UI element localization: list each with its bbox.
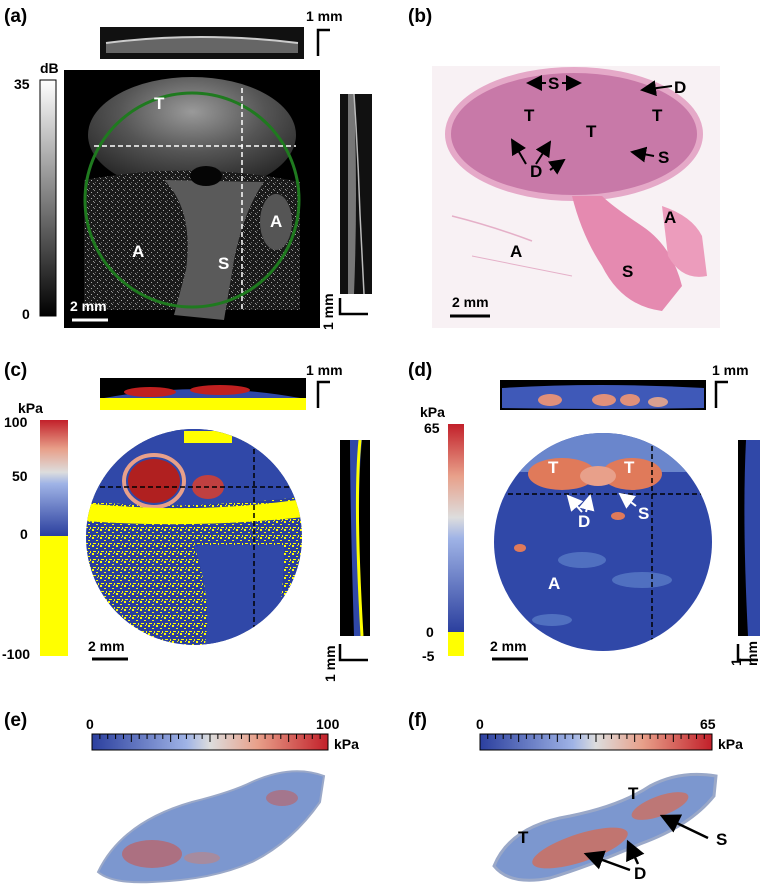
panel-f-colorbar-unit: kPa: [718, 736, 743, 752]
panel-d-scale-top-bar: [714, 380, 728, 408]
panel-b-label-d-mid: D: [530, 162, 543, 181]
panel-d-label-d: D: [578, 512, 591, 531]
panel-c-scale-bottom-label: 2 mm: [88, 638, 125, 654]
panel-e-label: (e): [4, 710, 28, 731]
panel-a-scale-top-label: 1 mm: [306, 8, 343, 24]
panel-c-scale-side-label: 1 mm: [322, 645, 338, 682]
panel-d-scale-bottom-bar: [492, 657, 528, 661]
panel-c-colorbar-unit: kPa: [18, 400, 43, 416]
panel-e-colorbar-min: 0: [86, 716, 94, 732]
panel-a-top-crosssection: [100, 27, 304, 59]
panel-b-label-t3: T: [652, 106, 663, 125]
panel-b-label-t1: T: [524, 106, 535, 125]
panel-a-label-adipose-right: A: [270, 212, 283, 231]
panel-d-side-crosssection: [738, 440, 760, 636]
panel-b-label-a-left: A: [510, 242, 523, 261]
panel-f-label-t-left: T: [518, 828, 529, 847]
panel-a-label-tumor: T: [154, 94, 165, 113]
panel-d-colorbar: [448, 424, 464, 656]
panel-a-colorbar: [39, 79, 57, 317]
panel-a-side-crosssection: [340, 93, 372, 295]
panel-c-scale-side-bar: [338, 644, 368, 662]
panel-a-scale-side-label: 1 mm: [320, 293, 336, 330]
panel-a-colorbar-unit: dB: [40, 60, 59, 76]
panel-a-label-adipose-left: A: [132, 242, 145, 261]
panel-c-scale-top-bar: [316, 380, 330, 408]
panel-c-side-crosssection: [340, 439, 370, 637]
panel-b-scale-label: 2 mm: [452, 294, 489, 310]
panel-d-top-crosssection: [500, 380, 706, 410]
panel-b-histology-image: [432, 66, 720, 328]
panel-d-label-s: S: [638, 504, 650, 523]
panel-f-colorbar: [479, 733, 713, 751]
panel-c-colorbar: [40, 420, 68, 656]
panel-b-label-s-bottom: S: [622, 262, 634, 281]
panel-a-oct-image: [64, 70, 320, 328]
panel-c-scale-bottom-bar: [92, 657, 128, 661]
panel-f-label: (f): [408, 710, 427, 731]
panel-a-colorbar-max: 35: [14, 76, 30, 92]
panel-c-colorbar-tick-0: 0: [20, 526, 28, 542]
panel-f-3d-render: [492, 772, 718, 882]
panel-d-label-t-left: T: [548, 458, 559, 477]
panel-c-colorbar-tick-neg100: -100: [2, 646, 31, 662]
panel-b-label-s-mid: S: [658, 148, 670, 167]
panel-d-scale-top-label: 1 mm: [712, 362, 749, 378]
panel-a-label: (a): [4, 6, 28, 27]
panel-f-label-s: S: [716, 830, 728, 849]
panel-d-colorbar-unit: kPa: [420, 404, 445, 420]
panel-a-scale-top-bar: [316, 28, 330, 56]
panel-d-elastogram: [494, 433, 712, 651]
panel-d-scale-side-bar: [736, 644, 758, 662]
panel-d-label-t-right: T: [624, 458, 635, 477]
panel-c-label: (c): [4, 360, 28, 381]
panel-a-label-stroma: S: [218, 254, 230, 273]
panel-a-scale-side-bar: [338, 298, 368, 316]
panel-d-colorbar-tick-0: 0: [426, 624, 434, 640]
panel-a-colorbar-min: 0: [22, 306, 30, 322]
panel-c-top-crosssection: [100, 378, 306, 410]
panel-b-label: (b): [408, 6, 433, 27]
panel-a-scale-bottom-label: 2 mm: [70, 298, 107, 314]
panel-e-colorbar-unit: kPa: [334, 736, 359, 752]
panel-d-label-a: A: [548, 574, 561, 593]
panel-c-elastogram: [86, 429, 302, 645]
panel-d-label: (d): [408, 360, 433, 381]
panel-c-colorbar-tick-100: 100: [4, 414, 28, 430]
panel-b-label-s-top: S: [548, 74, 560, 93]
panel-d-colorbar-tick-neg5: -5: [422, 648, 435, 664]
panel-b-label-d-top: D: [674, 78, 687, 97]
panel-d-colorbar-tick-65: 65: [424, 420, 440, 436]
panel-b-label-t2: T: [586, 122, 597, 141]
panel-f-colorbar-max: 65: [700, 716, 716, 732]
panel-c-scale-top-label: 1 mm: [306, 362, 343, 378]
panel-f-label-d: D: [634, 864, 647, 883]
panel-e-3d-render: [96, 770, 326, 884]
panel-f-colorbar-min: 0: [476, 716, 484, 732]
panel-d-scale-bottom-label: 2 mm: [490, 638, 527, 654]
panel-b-label-a-right: A: [664, 208, 677, 227]
panel-e-colorbar: [91, 733, 329, 751]
panel-c-colorbar-tick-50: 50: [12, 468, 28, 484]
panel-f-label-t-top: T: [628, 784, 639, 803]
panel-e-colorbar-max: 100: [316, 716, 340, 732]
